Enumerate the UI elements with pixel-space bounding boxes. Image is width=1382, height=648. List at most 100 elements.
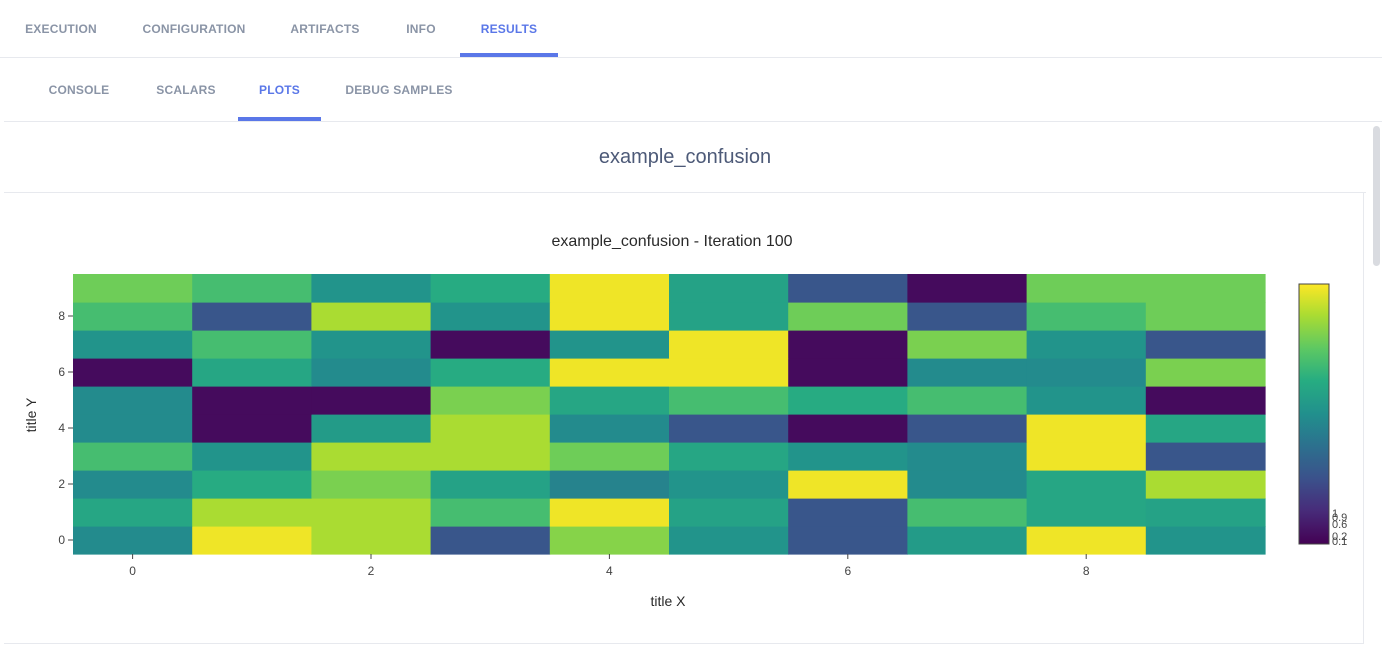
heatmap-cell[interactable]: [73, 358, 193, 387]
heatmap-cell[interactable]: [311, 274, 432, 303]
heatmap-cell[interactable]: [311, 358, 432, 387]
heatmap-cell[interactable]: [430, 526, 551, 555]
tab-debug-samples[interactable]: DEBUG SAMPLES: [334, 58, 464, 121]
heatmap-cell[interactable]: [1026, 274, 1147, 303]
heatmap-cell[interactable]: [73, 442, 193, 471]
heatmap-cell[interactable]: [73, 498, 193, 527]
heatmap-cell[interactable]: [549, 386, 670, 415]
heatmap-cell[interactable]: [669, 386, 789, 415]
heatmap-cell[interactable]: [311, 526, 432, 555]
heatmap-cell[interactable]: [788, 302, 908, 331]
heatmap-cell[interactable]: [549, 330, 670, 359]
heatmap-cell[interactable]: [430, 330, 551, 359]
heatmap-cell[interactable]: [907, 414, 1028, 443]
heatmap-cell[interactable]: [1026, 386, 1147, 415]
heatmap-cell[interactable]: [788, 330, 908, 359]
heatmap-cell[interactable]: [549, 358, 670, 387]
heatmap-cell[interactable]: [788, 414, 908, 443]
heatmap-cell[interactable]: [669, 330, 789, 359]
heatmap-cell[interactable]: [1026, 358, 1147, 387]
heatmap-cell[interactable]: [549, 442, 670, 471]
heatmap-cell[interactable]: [430, 414, 551, 443]
heatmap-cell[interactable]: [788, 358, 908, 387]
tab-configuration[interactable]: CONFIGURATION: [122, 0, 266, 57]
heatmap-cell[interactable]: [907, 386, 1028, 415]
heatmap-cell[interactable]: [549, 274, 670, 303]
heatmap-cell[interactable]: [192, 358, 312, 387]
heatmap-cell[interactable]: [430, 498, 551, 527]
heatmap-cell[interactable]: [549, 302, 670, 331]
heatmap-cell[interactable]: [1026, 330, 1147, 359]
heatmap-cell[interactable]: [907, 526, 1028, 555]
heatmap-cell[interactable]: [1145, 358, 1266, 387]
heatmap-cell[interactable]: [192, 526, 312, 555]
heatmap-cell[interactable]: [311, 386, 432, 415]
heatmap-cell[interactable]: [192, 414, 312, 443]
heatmap-cell[interactable]: [430, 302, 551, 331]
heatmap-cell[interactable]: [73, 302, 193, 331]
heatmap-cell[interactable]: [907, 274, 1028, 303]
heatmap-cell[interactable]: [669, 358, 789, 387]
heatmap-cell[interactable]: [1145, 442, 1266, 471]
heatmap-cell[interactable]: [549, 498, 670, 527]
heatmap-cell[interactable]: [669, 442, 789, 471]
heatmap-cell[interactable]: [73, 386, 193, 415]
heatmap-cell[interactable]: [1026, 470, 1147, 499]
heatmap-cell[interactable]: [73, 526, 193, 555]
heatmap-cell[interactable]: [1026, 302, 1147, 331]
scrollbar-thumb[interactable]: [1373, 126, 1380, 266]
heatmap-cell[interactable]: [1145, 526, 1266, 555]
heatmap-cell[interactable]: [311, 498, 432, 527]
tab-execution[interactable]: EXECUTION: [0, 0, 122, 57]
heatmap-cell[interactable]: [430, 386, 551, 415]
heatmap-cell[interactable]: [549, 414, 670, 443]
heatmap-cell[interactable]: [907, 470, 1028, 499]
heatmap-cell[interactable]: [311, 330, 432, 359]
heatmap-cell[interactable]: [311, 470, 432, 499]
heatmap-cell[interactable]: [192, 470, 312, 499]
heatmap-cell[interactable]: [1026, 414, 1147, 443]
heatmap-cell[interactable]: [907, 330, 1028, 359]
heatmap-cell[interactable]: [311, 414, 432, 443]
heatmap-cell[interactable]: [907, 358, 1028, 387]
heatmap-cell[interactable]: [669, 470, 789, 499]
heatmap-cell[interactable]: [311, 302, 432, 331]
heatmap-cell[interactable]: [73, 330, 193, 359]
heatmap-cell[interactable]: [1026, 498, 1147, 527]
tab-scalars[interactable]: SCALARS: [140, 58, 232, 121]
heatmap-cell[interactable]: [1145, 330, 1266, 359]
heatmap-cell[interactable]: [788, 386, 908, 415]
heatmap-cell[interactable]: [907, 498, 1028, 527]
heatmap-cell[interactable]: [788, 442, 908, 471]
heatmap-cell[interactable]: [73, 274, 193, 303]
heatmap-cell[interactable]: [1145, 274, 1266, 303]
heatmap-cell[interactable]: [192, 442, 312, 471]
tab-console[interactable]: CONSOLE: [34, 58, 124, 121]
heatmap-cell[interactable]: [73, 470, 193, 499]
heatmap-cell[interactable]: [788, 470, 908, 499]
heatmap-cell[interactable]: [430, 274, 551, 303]
heatmap-cell[interactable]: [430, 470, 551, 499]
heatmap-cell[interactable]: [669, 526, 789, 555]
tab-artifacts[interactable]: ARTIFACTS: [266, 0, 384, 57]
heatmap-cell[interactable]: [430, 442, 551, 471]
heatmap-cell[interactable]: [192, 302, 312, 331]
heatmap-cell[interactable]: [192, 386, 312, 415]
heatmap-cell[interactable]: [1145, 470, 1266, 499]
heatmap-cell[interactable]: [192, 330, 312, 359]
tab-plots[interactable]: PLOTS: [238, 58, 321, 121]
heatmap-cell[interactable]: [788, 498, 908, 527]
heatmap-cell[interactable]: [907, 442, 1028, 471]
heatmap-cell[interactable]: [669, 274, 789, 303]
heatmap-cell[interactable]: [788, 274, 908, 303]
heatmap-cell[interactable]: [1145, 386, 1266, 415]
heatmap-cell[interactable]: [669, 414, 789, 443]
heatmap-cell[interactable]: [192, 274, 312, 303]
heatmap-cell[interactable]: [549, 470, 670, 499]
heatmap-cell[interactable]: [1026, 442, 1147, 471]
heatmap-cell[interactable]: [788, 526, 908, 555]
heatmap-cell[interactable]: [549, 526, 670, 555]
heatmap-cell[interactable]: [669, 302, 789, 331]
heatmap-cell[interactable]: [430, 358, 551, 387]
